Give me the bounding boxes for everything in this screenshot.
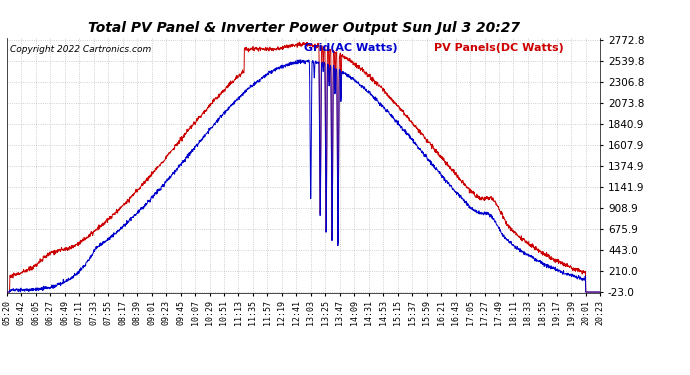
Text: Copyright 2022 Cartronics.com: Copyright 2022 Cartronics.com (10, 45, 151, 54)
Text: Grid(AC Watts): Grid(AC Watts) (304, 43, 397, 52)
Title: Total PV Panel & Inverter Power Output Sun Jul 3 20:27: Total PV Panel & Inverter Power Output S… (88, 21, 520, 35)
Text: PV Panels(DC Watts): PV Panels(DC Watts) (434, 43, 564, 52)
